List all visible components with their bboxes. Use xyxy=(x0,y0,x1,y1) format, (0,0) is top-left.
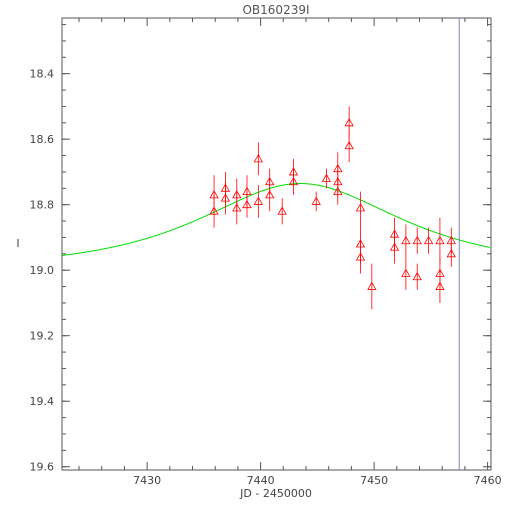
data-point xyxy=(265,178,275,212)
model-curve xyxy=(61,183,490,256)
triangle-marker xyxy=(401,235,411,245)
data-point xyxy=(253,142,264,176)
y-axis-label: I xyxy=(16,237,19,250)
data-point xyxy=(242,191,252,218)
data-point xyxy=(355,191,366,225)
data-point xyxy=(220,181,231,215)
data-point xyxy=(288,168,299,195)
triangle-marker xyxy=(265,190,275,199)
data-point xyxy=(253,185,264,218)
y-tick-label: 19.2 xyxy=(30,330,55,343)
data-point xyxy=(401,257,411,290)
x-axis-label: JD - 2450000 xyxy=(239,487,312,500)
data-point xyxy=(435,217,445,264)
triangle-marker xyxy=(435,235,445,245)
data-point xyxy=(435,270,445,303)
triangle-marker xyxy=(253,196,264,205)
y-tick-label: 19.4 xyxy=(30,395,55,408)
y-tick-label: 18.6 xyxy=(30,133,55,146)
triangle-marker xyxy=(209,206,219,215)
triangle-marker xyxy=(367,281,377,290)
data-point xyxy=(423,227,434,254)
triangle-marker xyxy=(253,154,264,163)
x-tick-label: 7430 xyxy=(133,474,161,487)
data-point xyxy=(333,178,343,205)
data-point xyxy=(367,263,377,310)
data-point xyxy=(355,240,366,274)
data-point xyxy=(401,224,411,258)
data-point xyxy=(232,191,242,225)
x-tick-label: 7440 xyxy=(247,474,275,487)
triangle-marker xyxy=(412,271,422,281)
triangle-marker xyxy=(401,268,411,277)
x-tick-label: 7460 xyxy=(474,474,502,487)
data-point xyxy=(412,227,422,254)
y-tick-label: 19.0 xyxy=(30,264,55,277)
chart-title: OB160239I xyxy=(242,3,309,17)
triangle-marker xyxy=(333,186,343,195)
triangle-marker xyxy=(344,140,354,150)
x-tick-label: 7450 xyxy=(360,474,388,487)
triangle-marker xyxy=(423,235,434,245)
triangle-marker xyxy=(355,252,366,261)
triangle-marker xyxy=(344,118,354,127)
data-point xyxy=(412,263,422,290)
data-point xyxy=(344,129,354,163)
triangle-marker xyxy=(220,193,231,202)
triangle-marker xyxy=(389,242,400,251)
data-point xyxy=(311,191,321,212)
data-point xyxy=(277,198,287,225)
triangle-marker xyxy=(288,176,299,186)
plot-frame xyxy=(61,17,492,471)
triangle-marker xyxy=(321,173,332,182)
triangle-marker xyxy=(446,249,456,258)
data-point xyxy=(389,230,400,264)
triangle-marker xyxy=(242,199,252,209)
triangle-marker xyxy=(435,281,445,290)
triangle-marker xyxy=(277,206,287,215)
triangle-marker xyxy=(311,196,321,205)
triangle-marker xyxy=(232,203,242,212)
triangle-marker xyxy=(412,235,422,245)
triangle-marker xyxy=(355,203,366,212)
y-tick-label: 18.8 xyxy=(30,199,55,212)
data-point xyxy=(321,168,332,189)
y-tick-label: 18.4 xyxy=(30,68,55,81)
data-point xyxy=(209,194,219,228)
data-point xyxy=(446,240,456,267)
y-tick-label: 19.6 xyxy=(30,461,55,474)
